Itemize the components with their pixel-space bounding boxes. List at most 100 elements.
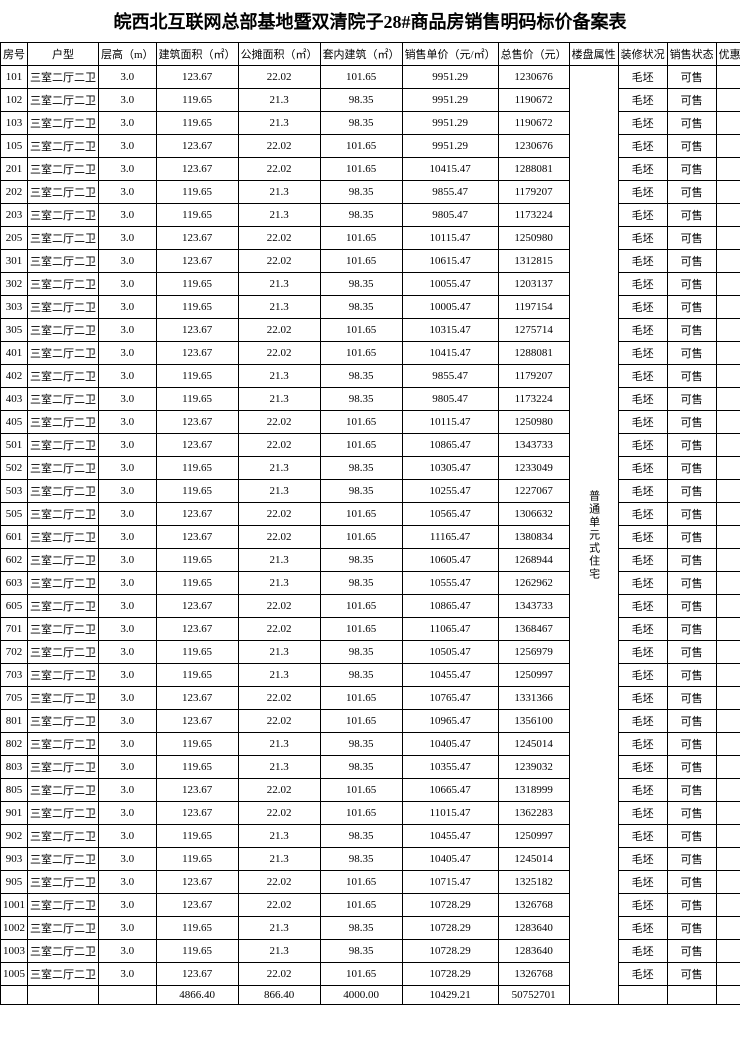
col-header: 总售价（元）: [498, 43, 569, 66]
cell: 902: [1, 825, 28, 848]
table-row: 502三室二厅二卫3.0119.6521.398.3510305.4712330…: [1, 457, 740, 480]
cell: 3.0: [99, 388, 157, 411]
table-row: 501三室二厅二卫3.0123.6722.02101.6510865.47134…: [1, 434, 740, 457]
cell: 3.0: [99, 112, 157, 135]
cell: 1173224: [498, 204, 569, 227]
cell: 可售: [667, 227, 716, 250]
cell: 可售: [667, 917, 716, 940]
cell: 可售: [667, 940, 716, 963]
cell: 无: [716, 411, 740, 434]
cell: 可售: [667, 526, 716, 549]
cell: 101.65: [320, 158, 402, 181]
cell: 1356100: [498, 710, 569, 733]
cell: 无: [716, 802, 740, 825]
cell: 22.02: [238, 526, 320, 549]
table-row: 701三室二厅二卫3.0123.6722.02101.6511065.47136…: [1, 618, 740, 641]
cell: 三室二厅二卫: [28, 480, 99, 503]
cell: 可售: [667, 135, 716, 158]
cell: 1288081: [498, 158, 569, 181]
cell: 101.65: [320, 871, 402, 894]
cell: 3.0: [99, 963, 157, 986]
cell: 123.67: [156, 319, 238, 342]
cell: 22.02: [238, 158, 320, 181]
cell: 102: [1, 89, 28, 112]
cell: 三室二厅二卫: [28, 894, 99, 917]
cell: 无: [716, 687, 740, 710]
cell: 无: [716, 963, 740, 986]
cell: 21.3: [238, 365, 320, 388]
cell: 1179207: [498, 365, 569, 388]
cell: 1283640: [498, 917, 569, 940]
cell: 3.0: [99, 296, 157, 319]
cell: 可售: [667, 802, 716, 825]
cell: 21.3: [238, 89, 320, 112]
cell: 3.0: [99, 710, 157, 733]
cell: 毛坯: [618, 296, 667, 319]
cell: 10965.47: [402, 710, 498, 733]
cell: 三室二厅二卫: [28, 641, 99, 664]
cell: 1179207: [498, 181, 569, 204]
cell: 毛坯: [618, 181, 667, 204]
table-row: 1001三室二厅二卫3.0123.6722.02101.6510728.2913…: [1, 894, 740, 917]
cell: 三室二厅二卫: [28, 779, 99, 802]
cell: 119.65: [156, 204, 238, 227]
cell: 无: [716, 319, 740, 342]
cell: 22.02: [238, 710, 320, 733]
cell: 98.35: [320, 112, 402, 135]
cell: 无: [716, 250, 740, 273]
cell: 3.0: [99, 802, 157, 825]
cell: 10728.29: [402, 963, 498, 986]
cell: 毛坯: [618, 963, 667, 986]
cell: 1343733: [498, 595, 569, 618]
cell: 毛坯: [618, 204, 667, 227]
cell: 毛坯: [618, 227, 667, 250]
cell: 毛坯: [618, 112, 667, 135]
table-row: 102三室二厅二卫3.0119.6521.398.359951.29119067…: [1, 89, 740, 112]
cell: 98.35: [320, 89, 402, 112]
cell: 705: [1, 687, 28, 710]
cell: 毛坯: [618, 664, 667, 687]
cell: 22.02: [238, 434, 320, 457]
cell: 101.65: [320, 894, 402, 917]
cell: 毛坯: [618, 871, 667, 894]
cell: 3.0: [99, 342, 157, 365]
cell: 10315.47: [402, 319, 498, 342]
cell: 无: [716, 388, 740, 411]
cell: 10728.29: [402, 940, 498, 963]
cell: 402: [1, 365, 28, 388]
cell: 11015.47: [402, 802, 498, 825]
cell: 21.3: [238, 641, 320, 664]
cell: 123.67: [156, 595, 238, 618]
cell: [667, 986, 716, 1005]
cell: 10455.47: [402, 825, 498, 848]
total-cell: 4000.00: [320, 986, 402, 1005]
cell: 9951.29: [402, 89, 498, 112]
cell: 毛坯: [618, 480, 667, 503]
cell: 3.0: [99, 572, 157, 595]
cell: 无: [716, 66, 740, 89]
cell: 805: [1, 779, 28, 802]
cell: 21.3: [238, 296, 320, 319]
cell: 401: [1, 342, 28, 365]
cell: 101.65: [320, 687, 402, 710]
cell: 三室二厅二卫: [28, 342, 99, 365]
cell: 三室二厅二卫: [28, 733, 99, 756]
cell: 1250980: [498, 411, 569, 434]
cell: 119.65: [156, 549, 238, 572]
cell: 10115.47: [402, 227, 498, 250]
col-header: 装修状况: [618, 43, 667, 66]
table-row: 902三室二厅二卫3.0119.6521.398.3510455.4712509…: [1, 825, 740, 848]
cell: 1002: [1, 917, 28, 940]
table-row: 905三室二厅二卫3.0123.6722.02101.6510715.47132…: [1, 871, 740, 894]
cell: 3.0: [99, 687, 157, 710]
cell: 三室二厅二卫: [28, 664, 99, 687]
cell: 10405.47: [402, 848, 498, 871]
cell: 无: [716, 135, 740, 158]
cell: 可售: [667, 319, 716, 342]
cell: 1312815: [498, 250, 569, 273]
cell: 9805.47: [402, 204, 498, 227]
cell: 毛坯: [618, 135, 667, 158]
cell: 无: [716, 112, 740, 135]
cell: 可售: [667, 848, 716, 871]
cell: 21.3: [238, 204, 320, 227]
